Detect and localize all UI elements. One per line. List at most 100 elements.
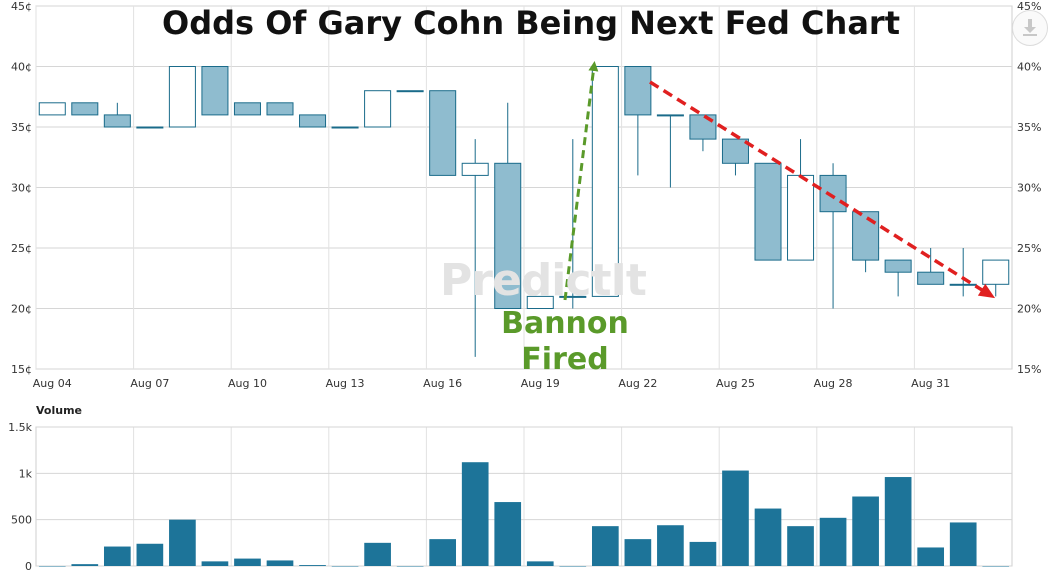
volume-bar <box>657 525 684 566</box>
volume-tick-label: 500 <box>11 514 32 527</box>
volume-bar <box>38 566 66 567</box>
y-tick-label-left: 25¢ <box>11 242 32 255</box>
y-tick-label-right: 15% <box>1017 363 1041 376</box>
x-tick-label: Aug 31 <box>911 377 950 390</box>
candle-body <box>429 90 457 176</box>
candle-body <box>852 211 880 261</box>
y-tick-label-left: 20¢ <box>11 303 32 316</box>
bannon-fired-annotation: Bannon Fired <box>490 306 640 378</box>
x-tick-label: Aug 07 <box>130 377 169 390</box>
candle-body <box>624 66 652 116</box>
annotation-line-2: Fired <box>521 342 609 377</box>
volume-bar <box>559 566 587 567</box>
volume-bar <box>982 566 1010 567</box>
x-tick-label: Aug 10 <box>228 377 267 390</box>
candle-body <box>201 66 229 116</box>
chart-title: Odds Of Gary Cohn Being Next Fed Chart <box>162 4 900 42</box>
candle-body <box>233 102 261 116</box>
candle-body <box>982 259 1010 285</box>
volume-bar <box>494 502 522 566</box>
volume-tick-label: 1k <box>19 467 33 480</box>
volume-bar <box>103 546 131 566</box>
price-axis-left: 15¢ 20¢ 25¢ 30¢ 35¢ 40¢ 45¢ <box>11 0 32 376</box>
candle-body <box>721 138 749 164</box>
candle-body <box>884 259 912 273</box>
volume-bar <box>136 543 164 566</box>
candle-body <box>71 102 99 116</box>
y-tick-label-right: 25% <box>1017 242 1041 255</box>
volume-bar <box>526 561 554 566</box>
volume-bar <box>884 477 912 566</box>
volume-bar <box>917 547 945 566</box>
x-tick-label: Aug 04 <box>33 377 72 390</box>
x-tick-label: Aug 22 <box>618 377 657 390</box>
candle-body <box>103 114 131 128</box>
price-axis-right: 15% 20% 25% 30% 35% 40% 45% <box>1017 0 1041 376</box>
candle-body <box>266 102 294 116</box>
volume-bar <box>689 541 717 566</box>
date-axis: Aug 04 Aug 07 Aug 10 Aug 13 Aug 16 Aug 19 Aug … <box>33 377 950 390</box>
y-tick-label-left: 40¢ <box>11 61 32 74</box>
volume-bar <box>364 542 391 566</box>
volume-bar <box>299 565 326 566</box>
volume-bar <box>722 470 749 566</box>
candle-body <box>38 102 66 116</box>
candle-body <box>331 126 359 129</box>
volume-axis: 0 500 1k 1.5k <box>8 421 32 571</box>
volume-bar <box>624 539 652 566</box>
volume-bar <box>461 462 489 566</box>
y-tick-label-left: 30¢ <box>11 182 32 195</box>
volume-bar <box>331 566 359 567</box>
y-tick-label-right: 20% <box>1017 303 1041 316</box>
volume-grid <box>35 426 1013 567</box>
volume-bar <box>949 522 977 566</box>
volume-bar <box>201 561 229 566</box>
volume-bar <box>819 517 847 566</box>
y-tick-label-left: 35¢ <box>11 121 32 134</box>
price-grid <box>35 5 1013 566</box>
candle-body <box>754 162 782 261</box>
volume-bar <box>266 560 294 566</box>
y-tick-label-right: 35% <box>1017 121 1041 134</box>
volume-bar <box>234 558 261 566</box>
download-icon <box>1023 19 1037 36</box>
candle-body <box>136 126 164 129</box>
download-button[interactable] <box>1012 10 1048 46</box>
y-tick-label-left: 15¢ <box>11 363 32 376</box>
volume-bar <box>396 566 424 567</box>
candle-body <box>656 114 684 117</box>
x-tick-label: Aug 16 <box>423 377 462 390</box>
y-tick-label-right: 40% <box>1017 61 1041 74</box>
candle-body <box>299 114 327 128</box>
candle-body <box>494 162 522 309</box>
candle-body <box>689 114 717 140</box>
candlestick-series <box>38 66 1010 357</box>
candle-body <box>787 174 815 261</box>
y-tick-label-right: 45% <box>1017 0 1041 13</box>
candle-body <box>591 66 619 297</box>
volume-bar <box>852 496 879 566</box>
volume-bar <box>754 508 782 566</box>
volume-tick-label: 0 <box>25 560 32 571</box>
candle-body <box>949 283 977 286</box>
x-tick-label: Aug 13 <box>326 377 365 390</box>
volume-bar <box>591 526 619 566</box>
candle-body <box>461 162 489 176</box>
y-tick-label-right: 30% <box>1017 182 1041 195</box>
candle-body <box>364 90 392 128</box>
volume-bar <box>787 526 814 566</box>
y-tick-label-left: 45¢ <box>11 0 32 13</box>
candle-body <box>819 174 847 213</box>
volume-tick-label: 1.5k <box>8 421 32 434</box>
volume-label: Volume <box>36 404 82 417</box>
candle-body <box>396 90 424 93</box>
candle-body <box>526 295 554 309</box>
candle-body <box>917 271 945 285</box>
candle-body <box>168 66 196 128</box>
predictit-watermark: PredictIt <box>440 255 647 306</box>
x-tick-label: Aug 25 <box>716 377 755 390</box>
bannon-arrow <box>563 61 599 301</box>
volume-bar <box>169 519 196 566</box>
x-tick-label: Aug 19 <box>521 377 560 390</box>
